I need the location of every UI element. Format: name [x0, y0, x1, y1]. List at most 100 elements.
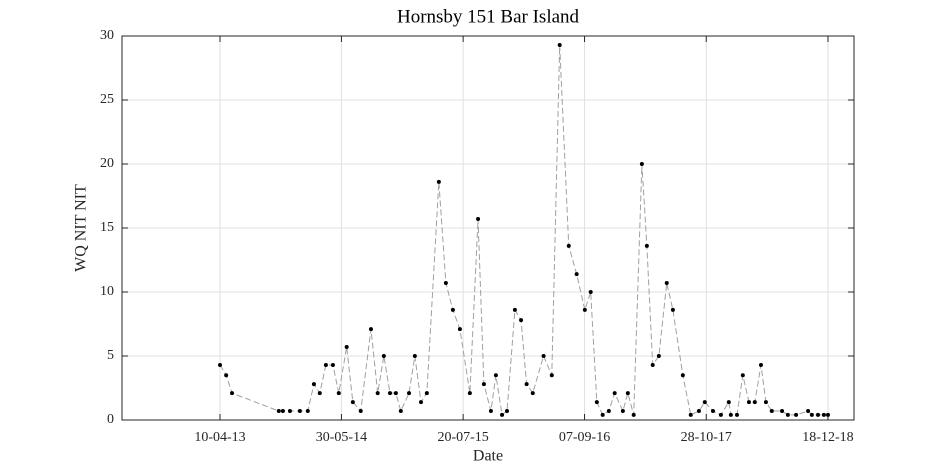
data-point	[512, 307, 517, 312]
x-tick-label: 28-10-17	[681, 430, 732, 445]
data-point	[344, 345, 349, 350]
data-point	[381, 354, 386, 358]
data-point	[368, 327, 373, 332]
data-point	[566, 243, 571, 248]
data-point	[330, 362, 335, 367]
data-point	[450, 307, 455, 312]
data-point	[297, 409, 302, 414]
data-point	[752, 400, 757, 405]
data-point	[224, 373, 229, 378]
data-point	[218, 362, 223, 367]
data-point	[794, 412, 799, 417]
data-point	[594, 400, 599, 405]
data-point	[702, 400, 707, 405]
data-point	[541, 354, 546, 358]
data-point	[336, 391, 341, 396]
y-tick-label: 20	[100, 156, 114, 171]
data-point	[728, 412, 733, 417]
y-tick-label: 5	[107, 348, 114, 363]
y-tick-label: 10	[100, 284, 114, 299]
data-point	[763, 400, 768, 405]
data-point	[639, 162, 644, 166]
y-tick-label: 25	[100, 92, 114, 107]
data-point	[350, 400, 355, 405]
data-point	[631, 412, 636, 417]
data-point	[457, 327, 462, 332]
data-point	[305, 409, 310, 414]
data-point	[726, 400, 731, 405]
data-point	[734, 412, 739, 417]
data-point	[588, 290, 593, 294]
data-point	[393, 391, 398, 396]
data-point	[780, 409, 785, 414]
data-point	[530, 391, 535, 396]
data-point	[688, 412, 693, 417]
data-point	[612, 391, 617, 396]
data-point	[557, 42, 562, 47]
data-point	[476, 217, 481, 222]
data-point	[600, 412, 605, 417]
data-point	[524, 382, 529, 387]
data-point	[280, 409, 285, 414]
x-tick-label: 30-05-14	[316, 430, 367, 445]
data-point	[710, 409, 715, 414]
data-point	[358, 409, 363, 414]
data-point	[398, 409, 403, 414]
data-point	[740, 373, 745, 378]
data-point	[287, 409, 292, 414]
data-point	[582, 307, 587, 312]
data-point	[816, 412, 821, 417]
data-point	[746, 400, 751, 405]
x-tick-label: 10-04-13	[194, 430, 245, 445]
data-point	[664, 281, 669, 286]
data-point	[696, 409, 701, 414]
data-point	[821, 412, 826, 417]
x-tick-label: 07-09-16	[559, 430, 610, 445]
data-point	[375, 391, 380, 396]
data-point	[620, 409, 625, 414]
x-tick-label: 18-12-18	[802, 430, 853, 445]
y-axis-label: WQ NIT NIT	[73, 184, 90, 272]
data-point	[769, 409, 774, 414]
data-point	[488, 409, 493, 414]
data-point	[443, 281, 448, 286]
data-point	[317, 391, 322, 396]
data-point	[493, 373, 498, 378]
plot-frame	[121, 35, 855, 421]
x-axis-label: Date	[473, 448, 503, 465]
y-tick-label: 30	[100, 28, 114, 43]
data-point	[606, 409, 611, 414]
data-line	[219, 44, 828, 416]
data-point	[670, 307, 675, 312]
x-tick-label: 20-07-15	[437, 430, 488, 445]
data-point	[230, 391, 235, 396]
data-point	[424, 391, 429, 396]
data-point	[407, 391, 412, 396]
data-point	[656, 354, 661, 358]
chart-title: Hornsby 151 Bar Island	[397, 6, 580, 27]
data-point	[505, 409, 510, 414]
data-point	[276, 409, 281, 414]
data-point	[718, 412, 723, 417]
data-point	[387, 391, 392, 396]
data-point	[574, 272, 579, 277]
data-point	[809, 412, 814, 417]
data-point	[625, 391, 630, 396]
data-point	[644, 243, 649, 248]
data-point	[806, 409, 811, 414]
y-tick-label: 0	[107, 412, 114, 427]
data-point	[467, 391, 472, 396]
data-point	[825, 412, 830, 417]
data-point	[412, 354, 417, 358]
data-point	[650, 362, 655, 367]
data-point	[549, 373, 554, 378]
data-point	[311, 382, 316, 387]
data-point	[500, 412, 505, 417]
data-point	[519, 318, 524, 323]
y-tick-label: 15	[100, 220, 114, 235]
data-point	[436, 179, 441, 184]
data-point	[481, 382, 486, 387]
data-point	[758, 362, 763, 367]
